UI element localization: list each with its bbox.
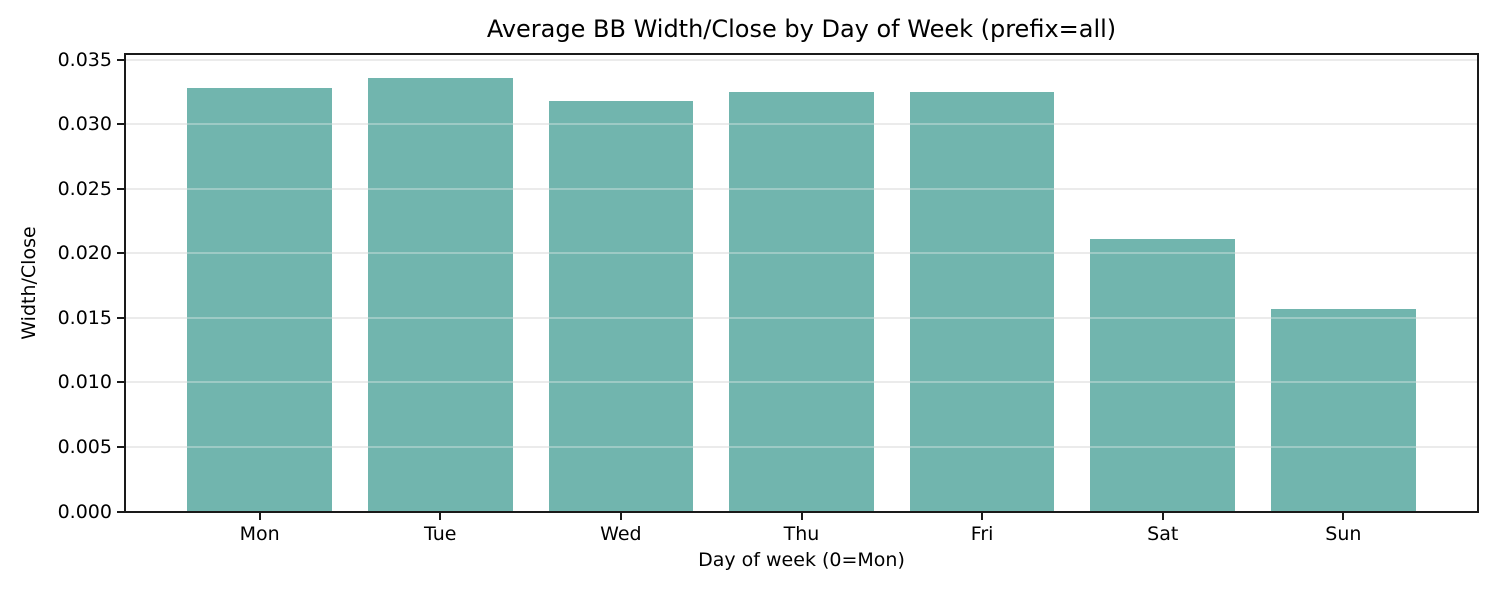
bar-wed xyxy=(548,100,694,512)
gridline-overlay xyxy=(126,58,1477,61)
axis-spine-bottom xyxy=(124,511,1479,513)
x-tick-label: Fri xyxy=(970,522,994,545)
x-tick-label: Sun xyxy=(1325,522,1362,545)
y-tick-label: 0.000 xyxy=(57,500,112,523)
y-tick-label: 0.035 xyxy=(57,48,112,71)
bar-sun xyxy=(1271,308,1416,512)
axis-spine-left xyxy=(124,53,126,513)
y-tick-mark xyxy=(117,123,124,126)
x-tick-mark xyxy=(439,513,442,520)
x-tick-mark xyxy=(981,513,984,520)
y-tick-label: 0.010 xyxy=(57,371,112,394)
x-tick-label: Wed xyxy=(600,522,642,545)
bar-sat xyxy=(1090,239,1235,512)
x-tick-label: Tue xyxy=(424,522,457,545)
y-tick-label: 0.005 xyxy=(57,435,112,458)
y-tick-mark xyxy=(117,316,124,319)
x-tick-mark xyxy=(619,513,622,520)
gridline xyxy=(126,58,1477,61)
gridline-overlay xyxy=(126,445,1477,448)
chart-title: Average BB Width/Close by Day of Week (p… xyxy=(486,15,1117,43)
gridline-overlay xyxy=(126,123,1477,126)
x-tick-mark xyxy=(1342,513,1345,520)
bar-tue xyxy=(368,77,513,512)
bar-mon xyxy=(187,88,332,512)
y-tick-mark xyxy=(117,252,124,255)
y-tick-label: 0.025 xyxy=(57,177,112,200)
gridline-overlay xyxy=(126,187,1477,190)
x-tick-label: Thu xyxy=(783,522,820,545)
y-tick-mark xyxy=(117,445,124,448)
x-axis-label: Day of week (0=Mon) xyxy=(698,549,905,571)
gridline-overlay xyxy=(126,381,1477,384)
bar-thu xyxy=(729,91,874,512)
x-tick-label: Sat xyxy=(1147,522,1179,545)
y-tick-mark xyxy=(117,510,124,513)
gridline-overlay xyxy=(126,316,1477,319)
x-tick-mark xyxy=(800,513,803,520)
bar-fri xyxy=(909,91,1055,512)
gridline-overlay xyxy=(126,252,1477,255)
x-tick-mark xyxy=(1161,513,1164,520)
x-tick-mark xyxy=(258,513,261,520)
axis-spine-top xyxy=(124,53,1479,55)
y-tick-label: 0.020 xyxy=(57,242,112,265)
axis-spine-right xyxy=(1477,53,1479,513)
y-tick-label: 0.015 xyxy=(57,306,112,329)
y-tick-mark xyxy=(117,58,124,61)
y-tick-label: 0.030 xyxy=(57,113,112,136)
y-tick-mark xyxy=(117,187,124,190)
y-axis-label: Width/Close xyxy=(18,226,40,340)
x-tick-label: Mon xyxy=(239,522,280,545)
y-tick-mark xyxy=(117,381,124,384)
